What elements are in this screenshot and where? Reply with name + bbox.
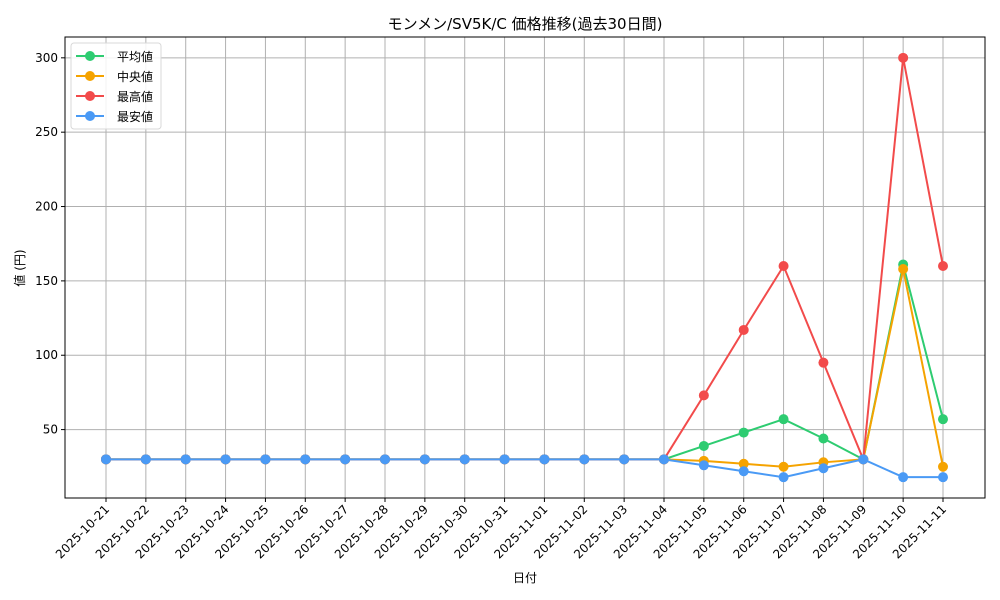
data-point bbox=[101, 454, 111, 465]
data-point bbox=[698, 390, 709, 401]
data-point bbox=[698, 440, 709, 451]
data-point bbox=[539, 454, 550, 465]
data-point bbox=[180, 454, 191, 465]
data-point bbox=[738, 466, 749, 477]
series-line bbox=[101, 454, 948, 483]
data-point bbox=[778, 461, 789, 472]
data-point bbox=[858, 454, 869, 465]
y-tick-label: 200 bbox=[35, 200, 58, 214]
legend-box bbox=[70, 42, 162, 130]
data-point bbox=[698, 460, 709, 471]
y-axis-label: 値 (円) bbox=[12, 249, 27, 286]
data-point bbox=[938, 461, 948, 472]
legend-marker-icon bbox=[85, 71, 95, 81]
series-line bbox=[101, 52, 948, 465]
data-point bbox=[340, 454, 351, 465]
y-tick-label: 300 bbox=[35, 51, 58, 65]
data-point bbox=[459, 454, 470, 465]
data-point bbox=[499, 454, 510, 465]
data-point bbox=[938, 261, 948, 272]
y-tick-label: 150 bbox=[35, 274, 58, 288]
data-point bbox=[619, 454, 630, 465]
data-point bbox=[300, 454, 311, 465]
data-point bbox=[898, 263, 909, 274]
data-point bbox=[938, 472, 948, 483]
y-tick-label: 50 bbox=[43, 423, 58, 437]
grid-lines bbox=[65, 37, 985, 498]
data-point bbox=[738, 458, 749, 469]
data-point bbox=[818, 433, 829, 444]
data-point bbox=[898, 52, 909, 63]
data-point bbox=[818, 357, 829, 368]
data-point bbox=[260, 454, 271, 465]
data-point bbox=[220, 454, 231, 465]
legend-marker-icon bbox=[85, 51, 95, 61]
x-axis-label: 日付 bbox=[513, 571, 537, 585]
x-axis: 2025-10-212025-10-222025-10-232025-10-24… bbox=[53, 498, 949, 561]
legend-label: 最安値 bbox=[117, 109, 153, 124]
data-point bbox=[419, 454, 430, 465]
legend-item: 最安値 bbox=[76, 109, 153, 124]
data-point bbox=[579, 454, 590, 465]
plot-area bbox=[64, 36, 986, 499]
legend-label: 中央値 bbox=[117, 69, 153, 84]
legend-item: 中央値 bbox=[76, 69, 153, 84]
legend-label: 平均値 bbox=[117, 49, 153, 64]
data-point bbox=[778, 414, 789, 425]
chart-title: モンメン/SV5K/C 価格推移(過去30日間) bbox=[388, 15, 663, 33]
y-tick-label: 250 bbox=[35, 125, 58, 139]
data-point bbox=[659, 454, 669, 465]
y-tick-label: 100 bbox=[35, 348, 58, 362]
y-axis: 50 100 150 200 250 300 bbox=[35, 51, 65, 437]
legend-item: 平均値 bbox=[76, 49, 153, 64]
data-point bbox=[818, 463, 829, 474]
legend-marker-icon bbox=[85, 111, 95, 121]
data-point bbox=[738, 427, 749, 438]
data-point bbox=[778, 472, 789, 483]
legend-marker-icon bbox=[85, 91, 95, 101]
data-point bbox=[778, 261, 789, 272]
data-point bbox=[380, 454, 390, 465]
data-series bbox=[101, 52, 948, 483]
data-point bbox=[938, 414, 948, 425]
legend-label: 最高値 bbox=[117, 89, 153, 104]
data-point bbox=[738, 324, 749, 335]
legend-item: 最高値 bbox=[76, 89, 153, 104]
data-point bbox=[898, 472, 909, 483]
data-point bbox=[140, 454, 151, 465]
